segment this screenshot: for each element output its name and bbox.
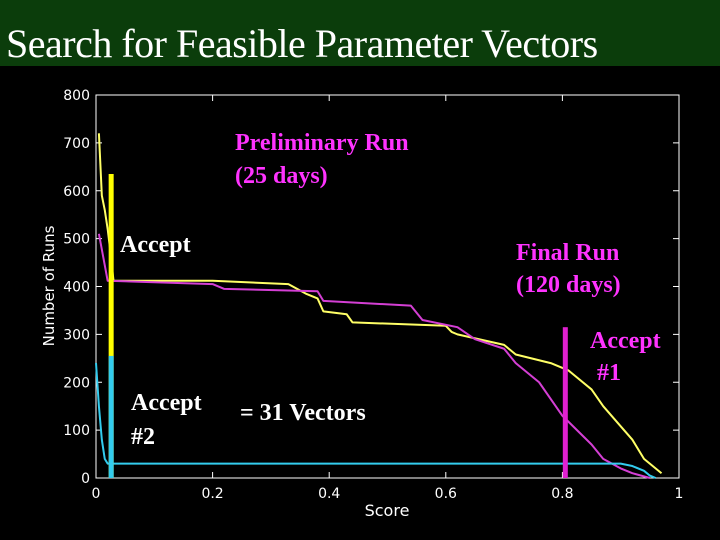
y-tick-label: 200 xyxy=(63,375,90,391)
plot-area xyxy=(95,94,680,479)
y-tick-label: 0 xyxy=(81,471,90,487)
y-axis-label: Number of Runs xyxy=(40,225,58,346)
x-tick-label: 0.4 xyxy=(318,486,340,502)
x-tick-label: 0 xyxy=(92,486,101,502)
x-tick-label: 0.2 xyxy=(201,486,223,502)
y-tick-label: 600 xyxy=(63,184,90,200)
x-axis-label: Score xyxy=(365,501,410,520)
annotation-accept2-line2: #2 xyxy=(131,424,155,450)
x-tick-label: 0.6 xyxy=(435,486,457,502)
annotation-preliminary-line1: Preliminary Run xyxy=(235,130,409,156)
slide-title: Search for Feasible Parameter Vectors xyxy=(6,21,598,66)
annotation-preliminary-line2: (25 days) xyxy=(235,163,328,189)
annotation-accept1-line1: Accept xyxy=(590,328,661,354)
annotation-vectors: = 31 Vectors xyxy=(240,400,366,426)
series-line-2 xyxy=(95,363,657,479)
series-line-1 xyxy=(97,233,651,479)
annotation-final-line2: (120 days) xyxy=(516,272,621,298)
score-distribution-chart: 0 100 200 300 400 500 600 700 800 0 0.2 0.4 0.6 0.8 1… xyxy=(0,66,720,540)
x-tick-label: 1 xyxy=(675,486,684,502)
y-tick-label: 500 xyxy=(63,232,90,248)
x-axis-ticks: 0 0.2 0.4 0.6 0.8 1 xyxy=(92,95,684,502)
y-axis-ticks: 0 100 200 300 400 500 600 700 800 xyxy=(63,88,679,487)
annotation-accept1-line2: #1 xyxy=(597,360,621,386)
x-tick-label: 0.8 xyxy=(551,486,573,502)
y-tick-label: 700 xyxy=(63,136,90,152)
annotation-accept2-line1: Accept xyxy=(131,390,202,416)
threshold-bar-0 xyxy=(108,173,114,478)
annotation-accept: Accept xyxy=(120,232,191,258)
annotation-final-line1: Final Run xyxy=(516,240,619,266)
y-tick-label: 300 xyxy=(63,327,90,343)
threshold-bars xyxy=(108,173,568,478)
y-tick-label: 800 xyxy=(63,88,90,104)
y-tick-label: 100 xyxy=(63,423,90,439)
threshold-bar-1 xyxy=(108,355,114,478)
threshold-bar-2 xyxy=(562,327,568,478)
y-tick-label: 400 xyxy=(63,280,90,296)
